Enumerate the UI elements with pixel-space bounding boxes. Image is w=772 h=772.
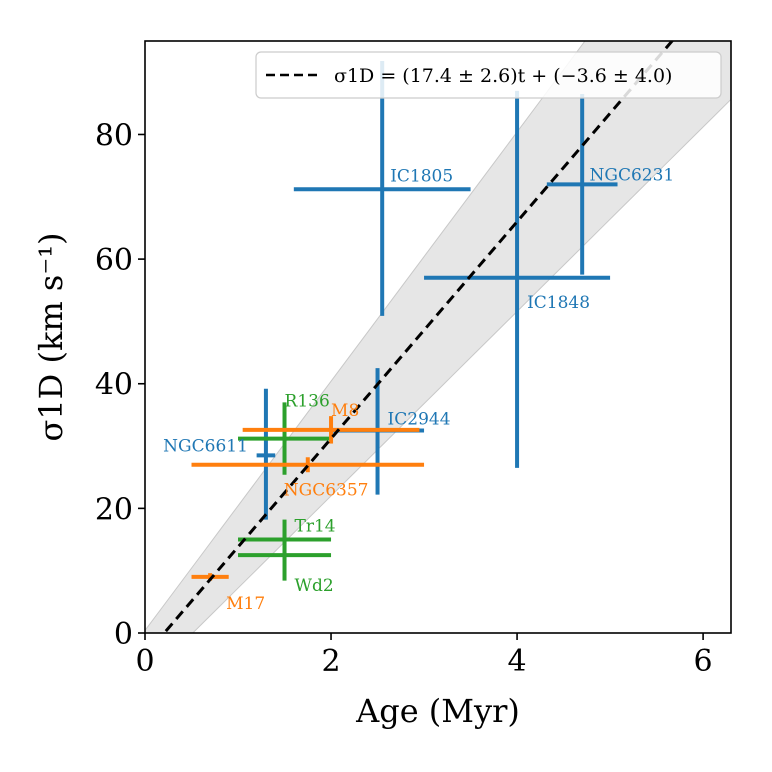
fit-uncertainty-band: [145, 41, 731, 633]
label-ic1848: IC1848: [527, 293, 590, 313]
point-m8: [242, 416, 420, 444]
label-wd2: Wd2: [295, 576, 334, 596]
fit-line: [162, 41, 675, 633]
label-ic2944: IC2944: [388, 409, 451, 429]
fit-uncertainty-band-layer: [145, 41, 731, 633]
point-ngc6357: [191, 457, 425, 473]
point-ic1805: [293, 60, 471, 316]
y-tick-label: 20: [95, 492, 133, 527]
x-tick-label: 6: [694, 644, 713, 679]
y-tick-label: 80: [95, 118, 133, 153]
label-ic1805: IC1805: [390, 166, 453, 186]
point-ngc6611: [256, 388, 276, 520]
label-m17: M17: [226, 594, 265, 614]
point-ngc6231: [546, 93, 618, 275]
plot-frame: [144, 40, 732, 634]
label-ngc6357: NGC6357: [284, 481, 369, 501]
x-tick-label: 4: [508, 644, 527, 679]
label-ngc6231: NGC6231: [590, 165, 675, 185]
y-tick-label: 0: [114, 617, 133, 652]
point-r136: [238, 402, 332, 475]
fit-line-layer: [162, 41, 675, 633]
label-m8: M8: [331, 401, 359, 421]
point-wd2: [238, 529, 332, 581]
point-ic1848: [424, 90, 611, 468]
label-tr14: Tr14: [295, 517, 336, 537]
label-ngc6611: NGC6611: [163, 436, 248, 456]
point-labels-layer: IC1805 NGC6231 IC1848 IC2944 NGC6611 R136 Tr14…: [163, 165, 674, 614]
legend-frame: [255, 51, 722, 99]
label-r136: R136: [285, 391, 330, 411]
legend: σ1D = (17.4 ± 2.6)t + (−3.6 ± 4.0): [255, 51, 722, 99]
x-axis-label: Age (Myr): [355, 692, 520, 730]
x-tick-label: 0: [135, 644, 154, 679]
data-points-layer: [191, 60, 618, 581]
y-axis-label: σ1D (km s⁻¹): [32, 232, 70, 441]
legend-entry-fit: σ1D = (17.4 ± 2.6)t + (−3.6 ± 4.0): [334, 65, 672, 87]
x-tick-label: 2: [321, 644, 340, 679]
y-tick-label: 40: [95, 368, 133, 403]
y-tick-label: 60: [95, 243, 133, 278]
